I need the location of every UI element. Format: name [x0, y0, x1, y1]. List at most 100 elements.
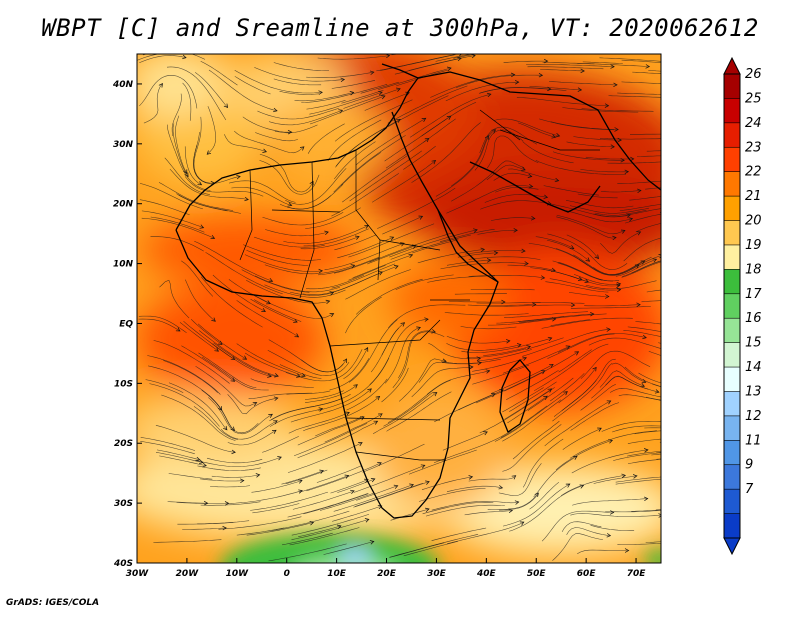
streamline — [431, 527, 487, 541]
streamline-arrow — [350, 489, 355, 495]
streamline — [585, 156, 634, 160]
streamline — [522, 329, 611, 357]
colorbar-segment — [724, 269, 740, 295]
streamline — [577, 63, 650, 67]
streamline — [636, 155, 661, 157]
streamline-arrow — [158, 83, 163, 88]
streamline-arrow — [425, 507, 430, 513]
streamline-arrow — [244, 196, 249, 202]
streamline — [408, 449, 477, 475]
streamline — [155, 452, 203, 463]
streamline — [297, 420, 378, 459]
streamline — [390, 234, 472, 260]
streamline — [331, 265, 399, 293]
streamline — [428, 342, 481, 360]
streamline — [403, 145, 436, 170]
streamline-arrow — [522, 356, 527, 361]
streamline-arrow — [526, 345, 532, 350]
streamline — [590, 525, 635, 531]
streamline-arrow — [230, 426, 236, 432]
streamline-arrow — [421, 117, 427, 122]
streamline — [150, 216, 205, 233]
streamline-arrow — [636, 302, 641, 307]
streamline-arrow — [476, 356, 482, 361]
streamline — [279, 90, 320, 95]
streamline — [477, 230, 518, 235]
streamline — [262, 436, 299, 453]
streamline — [573, 254, 645, 275]
streamline-arrow — [694, 84, 698, 88]
streamline — [502, 483, 570, 527]
streamline-arrow — [555, 133, 561, 138]
streamline — [250, 491, 328, 511]
streamline-arrow — [210, 234, 216, 240]
streamline — [246, 250, 309, 266]
streamline — [342, 155, 408, 203]
lon-tick-label: 20E — [377, 569, 397, 579]
streamline-arrow — [255, 473, 261, 478]
streamline — [356, 485, 398, 501]
streamline — [465, 250, 526, 255]
streamline — [518, 313, 607, 323]
colorbar-bottom-arrow — [723, 537, 741, 556]
streamline — [646, 289, 661, 293]
streamline — [220, 420, 278, 440]
streamline-arrow — [532, 302, 537, 307]
streamline-arrow — [614, 127, 619, 132]
streamline — [645, 187, 661, 190]
streamline — [558, 349, 592, 373]
streamline — [327, 119, 382, 162]
streamline — [503, 60, 548, 63]
streamline-arrow — [293, 318, 298, 323]
colorbar-frame — [723, 73, 741, 539]
map-frame — [136, 53, 662, 564]
streamline — [607, 161, 661, 164]
streamline — [164, 157, 211, 195]
streamline-arrow — [211, 317, 216, 322]
streamline — [613, 452, 661, 461]
streamline — [182, 527, 227, 530]
streamline — [175, 115, 188, 174]
streamline — [635, 321, 661, 325]
streamline-arrow — [353, 384, 358, 389]
streamline — [274, 124, 318, 134]
colorbar-label: 15 — [745, 336, 762, 351]
streamline-arrow — [183, 169, 188, 175]
lat-tick-label: 40N — [112, 80, 134, 90]
colorbar-segment — [724, 415, 740, 441]
streamline — [153, 539, 222, 543]
colorbar-label: 16 — [745, 311, 762, 326]
streamline — [551, 203, 631, 218]
streamline — [387, 379, 451, 423]
streamline — [389, 542, 445, 558]
streamline — [364, 92, 410, 111]
streamline-arrow — [551, 134, 557, 139]
streamline — [569, 430, 657, 459]
streamline-arrow — [329, 313, 335, 318]
streamline — [525, 337, 564, 350]
streamline — [632, 71, 661, 75]
streamline-arrow — [378, 413, 383, 418]
streamline — [502, 345, 570, 374]
streamline-arrow — [616, 281, 622, 287]
streamline — [573, 136, 622, 141]
streamline — [392, 331, 445, 388]
streamline-arrow — [718, 191, 722, 195]
streamline-arrow — [652, 258, 658, 263]
lat-tick-label: 40S — [113, 559, 133, 569]
colorbar-label: 9 — [745, 458, 753, 473]
streamline — [572, 498, 648, 506]
streamline — [522, 438, 564, 488]
streamline — [271, 510, 350, 531]
streamline — [236, 343, 306, 377]
streamline — [460, 326, 517, 330]
streamline-arrow — [687, 255, 691, 259]
streamline-arrow — [364, 518, 370, 523]
streamline-arrow — [530, 216, 536, 221]
streamline — [656, 452, 661, 454]
streamline — [434, 389, 504, 423]
streamline — [566, 200, 634, 209]
streamline — [581, 108, 654, 112]
streamline — [658, 399, 661, 401]
streamline — [333, 135, 406, 193]
